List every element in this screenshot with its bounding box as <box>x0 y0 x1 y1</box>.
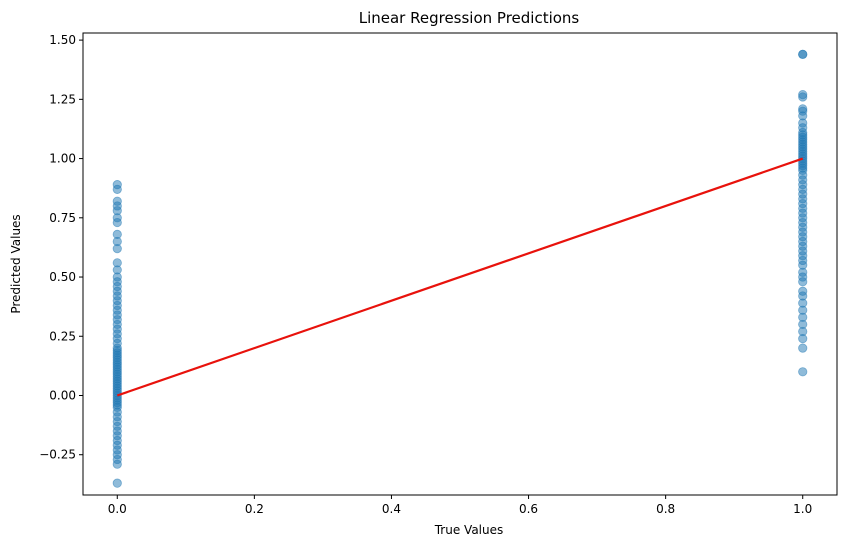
fit-line-layer <box>116 157 804 397</box>
x-axis-ticks: 0.0 0.2 0.4 0.6 0.8 1.0 <box>108 495 812 516</box>
x-tick-label: 1.0 <box>793 502 812 516</box>
y-tick-label: 0.50 <box>49 270 76 284</box>
y-tick-label: −0.25 <box>39 448 76 462</box>
scatter-point <box>112 258 122 268</box>
scatter-point <box>798 104 808 114</box>
y-axis-ticks: −0.25 0.00 0.25 0.50 0.75 1.00 1.25 1.50 <box>39 33 83 462</box>
scatter-point <box>112 196 122 206</box>
scatter-point <box>798 343 808 353</box>
y-tick-label: 0.25 <box>49 329 76 343</box>
x-tick-label: 0.4 <box>382 502 401 516</box>
scatter-point <box>112 229 122 239</box>
scatter-point <box>112 180 122 190</box>
y-tick-label: 1.50 <box>49 33 76 47</box>
scatter-point <box>112 478 122 488</box>
scatter-point <box>798 49 808 59</box>
x-tick-label: 0.6 <box>519 502 538 516</box>
scatter-point <box>798 367 808 377</box>
plot-area <box>112 49 808 488</box>
y-tick-label: 1.25 <box>49 92 76 106</box>
scatter-point <box>798 286 808 296</box>
y-axis-label: Predicted Values <box>9 214 23 313</box>
scatter-point <box>798 90 808 100</box>
y-tick-label: 0.75 <box>49 211 76 225</box>
x-tick-label: 0.2 <box>245 502 264 516</box>
chart-title: Linear Regression Predictions <box>359 9 580 27</box>
y-tick-label: 1.00 <box>49 152 76 166</box>
x-tick-label: 0.0 <box>108 502 127 516</box>
x-axis-label: True Values <box>434 523 504 537</box>
regression-line <box>116 157 804 397</box>
axes-frame <box>82 32 838 496</box>
y-tick-label: 0.00 <box>49 388 76 402</box>
x-tick-label: 0.8 <box>656 502 675 516</box>
